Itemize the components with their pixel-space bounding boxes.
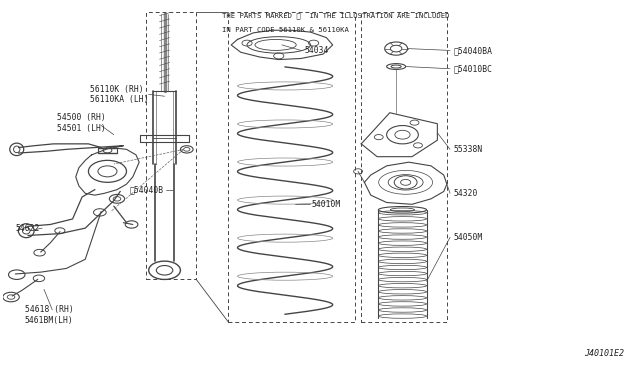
Text: 54622: 54622: [15, 224, 40, 232]
Text: ※54040B: ※54040B: [130, 185, 164, 194]
Text: IN PART CODE 56110K & 56110KA: IN PART CODE 56110K & 56110KA: [221, 26, 349, 33]
Text: 54500 (RH)
54501 (LH): 54500 (RH) 54501 (LH): [57, 113, 106, 133]
Text: 54050M: 54050M: [453, 233, 483, 242]
Text: 54618 (RH)
5461BM(LH): 54618 (RH) 5461BM(LH): [25, 305, 74, 325]
Text: 55338N: 55338N: [453, 145, 483, 154]
Text: ※54010BC: ※54010BC: [453, 64, 492, 73]
Text: 54320: 54320: [453, 189, 477, 198]
Text: THE PARTS MARKED ※  IN THE ILLUSTRATION ARE INCLUDED: THE PARTS MARKED ※ IN THE ILLUSTRATION A…: [221, 12, 449, 19]
Text: ※54040BA: ※54040BA: [453, 46, 492, 55]
Text: 56110K (RH)
56110KA (LH): 56110K (RH) 56110KA (LH): [90, 85, 149, 104]
Text: J40101E2: J40101E2: [584, 349, 625, 358]
Text: 54034: 54034: [304, 46, 328, 55]
Text: 54010M: 54010M: [312, 200, 341, 209]
